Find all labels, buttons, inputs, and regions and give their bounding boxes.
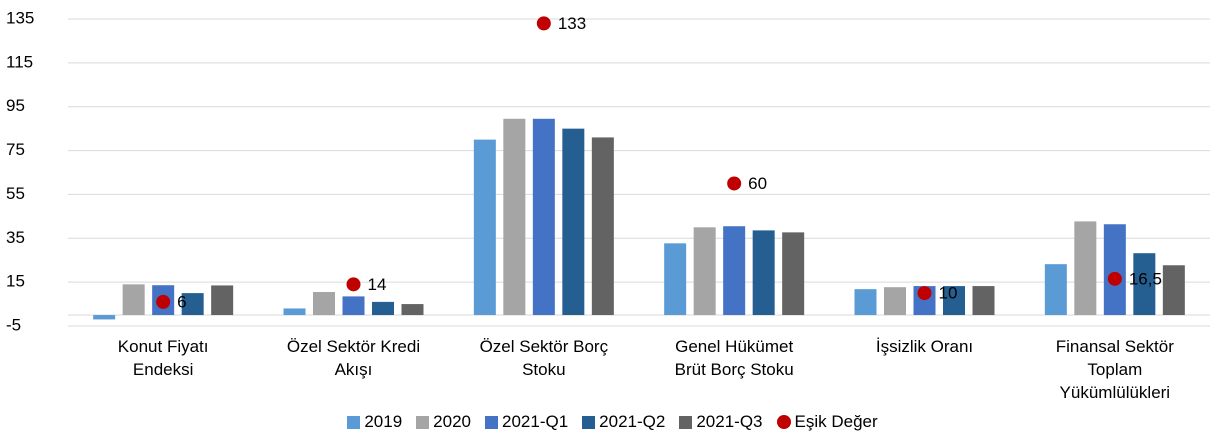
bar — [752, 230, 775, 316]
threshold-point — [346, 277, 361, 292]
y-tick-label: -5 — [6, 315, 21, 334]
legend-label: 2021-Q3 — [696, 412, 763, 431]
threshold-point — [1107, 271, 1122, 286]
x-tick-label: Konut Fiyatı Endeksi — [117, 337, 209, 379]
x-tick-label: İşsizlik Oranı — [875, 337, 974, 356]
legend-swatch — [416, 415, 430, 429]
x-tick-label: Özel Sektör Kredi Akışı — [286, 337, 421, 379]
bar — [532, 118, 555, 316]
bar — [372, 301, 394, 316]
bar — [1103, 224, 1126, 316]
bar — [401, 304, 424, 316]
bar — [972, 286, 995, 316]
y-tick-label: 95 — [6, 96, 25, 115]
threshold-point — [156, 294, 171, 309]
bar — [562, 128, 585, 316]
legend-label: Eşik Değer — [794, 412, 878, 431]
legend-swatch — [776, 415, 791, 429]
legend-item: 2021-Q2 — [582, 412, 665, 432]
bar — [1074, 221, 1097, 316]
data-label: 133 — [558, 14, 586, 33]
legend-swatch — [347, 415, 361, 429]
bar — [283, 308, 306, 316]
data-label: 10 — [939, 284, 958, 303]
legend-item: 2021-Q3 — [679, 412, 763, 432]
bar — [122, 284, 145, 316]
legend-item: 2021-Q1 — [485, 412, 568, 432]
bar — [342, 296, 365, 316]
y-tick-label: 75 — [6, 140, 25, 159]
data-label: 60 — [748, 174, 767, 193]
bar — [181, 293, 204, 316]
legend-label: 2021-Q2 — [599, 412, 666, 431]
legend-item: 2020 — [416, 412, 471, 432]
threshold-point — [727, 176, 742, 191]
bar — [723, 226, 746, 316]
bar — [211, 285, 234, 316]
bar — [313, 292, 335, 316]
legend-item: 2019 — [347, 412, 402, 432]
legend: 2019 2020 2021-Q1 2021-Q2 2021-Q3 Eşik Değer — [0, 412, 1225, 432]
data-label: 6 — [177, 292, 186, 311]
bar — [1133, 253, 1156, 316]
bar — [93, 315, 116, 320]
bar — [854, 289, 877, 316]
data-label: 16,5 — [1129, 269, 1162, 288]
y-tick-label: 55 — [6, 184, 25, 203]
legend-swatch — [485, 415, 498, 429]
threshold-point — [917, 286, 932, 301]
x-tick-label: Özel Sektör Borç Stoku — [479, 337, 609, 379]
threshold-point — [536, 16, 551, 31]
data-label: 14 — [368, 275, 387, 294]
bar — [782, 232, 805, 316]
bar — [1162, 265, 1185, 316]
y-tick-label: 15 — [6, 272, 25, 291]
y-tick-label: 35 — [6, 228, 25, 247]
bar — [943, 286, 965, 316]
y-tick-label: 115 — [6, 52, 33, 71]
bar — [693, 227, 716, 316]
legend-item: Eşik Değer — [776, 412, 878, 432]
legend-label: 2020 — [433, 412, 471, 431]
bar — [664, 243, 687, 316]
bar — [473, 139, 496, 316]
x-tick-label: Genel Hükümet Brüt Borç Stoku — [674, 337, 794, 379]
bar — [1044, 264, 1067, 316]
y-tick-label: 135 — [6, 8, 34, 27]
x-tick-label: Finansal Sektör Toplam Yükümlülükleri — [1055, 337, 1174, 402]
legend-label: 2021-Q1 — [502, 412, 569, 431]
legend-label: 2019 — [364, 412, 403, 431]
legend-swatch — [679, 415, 693, 429]
legend-swatch — [582, 415, 596, 429]
bar — [503, 118, 526, 316]
bar — [591, 137, 614, 316]
bar — [884, 287, 906, 316]
